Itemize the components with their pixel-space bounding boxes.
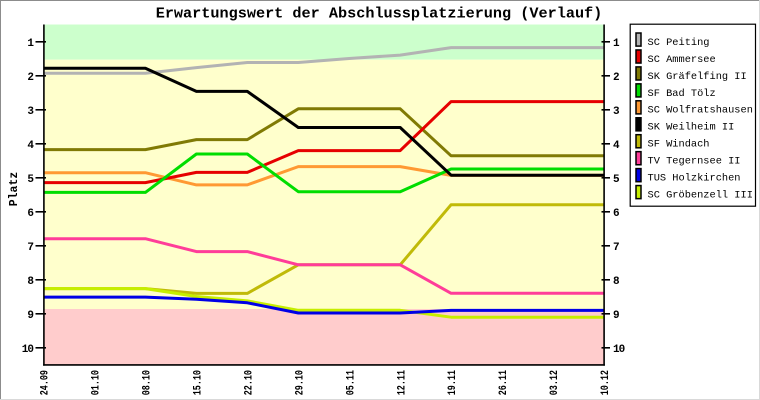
svg-text:19.11: 19.11 <box>447 370 459 396</box>
svg-text:SF Bad Tölz: SF Bad Tölz <box>648 88 716 100</box>
svg-text:5: 5 <box>613 174 620 186</box>
svg-text:2: 2 <box>27 72 33 84</box>
svg-text:SF Windach: SF Windach <box>648 139 710 151</box>
svg-text:03.12: 03.12 <box>549 370 561 395</box>
svg-text:9: 9 <box>613 310 619 322</box>
svg-text:29.10: 29.10 <box>294 370 306 395</box>
svg-text:Platz: Platz <box>8 172 21 207</box>
svg-text:SC Gröbenzell III: SC Gröbenzell III <box>648 189 753 201</box>
svg-text:TUS Holzkirchen: TUS Holzkirchen <box>648 173 741 185</box>
svg-text:5: 5 <box>27 174 34 186</box>
svg-text:7: 7 <box>613 242 619 254</box>
svg-text:12.11: 12.11 <box>396 370 408 396</box>
svg-text:08.10: 08.10 <box>142 370 154 395</box>
svg-text:4: 4 <box>613 140 620 152</box>
svg-text:10: 10 <box>613 344 625 356</box>
svg-text:SK Gräfelfing II: SK Gräfelfing II <box>648 71 747 83</box>
svg-text:6: 6 <box>613 208 619 220</box>
svg-text:3: 3 <box>27 106 34 118</box>
svg-text:6: 6 <box>27 208 33 220</box>
svg-text:2: 2 <box>613 72 619 84</box>
svg-text:1: 1 <box>27 38 34 50</box>
svg-text:7: 7 <box>27 242 33 254</box>
svg-text:10: 10 <box>22 344 34 356</box>
svg-text:Erwartungswert der Abschlusspl: Erwartungswert der Abschlussplatzierung … <box>156 5 603 23</box>
svg-text:24.09: 24.09 <box>40 370 52 395</box>
svg-text:8: 8 <box>613 276 620 288</box>
svg-text:4: 4 <box>27 140 34 152</box>
svg-text:SC Wolfratshausen: SC Wolfratshausen <box>648 105 753 117</box>
svg-text:TV Tegernsee II: TV Tegernsee II <box>648 156 741 168</box>
svg-text:SC Peiting: SC Peiting <box>648 37 710 49</box>
svg-text:8: 8 <box>27 276 34 288</box>
svg-text:3: 3 <box>613 106 620 118</box>
svg-text:05.11: 05.11 <box>345 370 357 396</box>
svg-text:10.12: 10.12 <box>600 370 612 395</box>
svg-text:15.10: 15.10 <box>193 370 205 395</box>
svg-text:SC Ammersee: SC Ammersee <box>648 54 716 66</box>
svg-text:9: 9 <box>27 310 33 322</box>
svg-text:26.11: 26.11 <box>498 370 510 396</box>
svg-text:1: 1 <box>613 38 620 50</box>
svg-text:22.10: 22.10 <box>243 370 255 395</box>
svg-text:SK Weilheim II: SK Weilheim II <box>648 122 735 134</box>
svg-text:01.10: 01.10 <box>91 370 103 395</box>
